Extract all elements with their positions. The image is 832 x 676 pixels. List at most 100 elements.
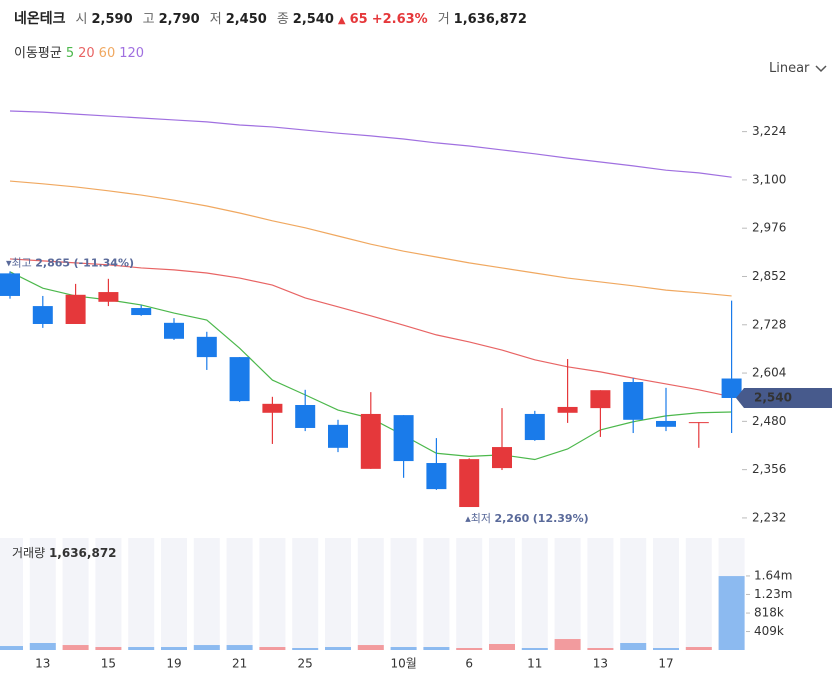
x-tick-label: 21: [232, 657, 247, 671]
y-tick-label: 2,356: [752, 462, 786, 476]
volume-title: 거래량 1,636,872: [12, 546, 117, 560]
label: 고: [142, 12, 155, 27]
candle-body: [623, 382, 644, 420]
y-tick-label: 2,604: [752, 366, 786, 380]
chevron: [815, 64, 827, 72]
candle-body: [164, 322, 184, 339]
volume-title-value: 1,636,872: [49, 546, 117, 560]
volume-column-bg: [128, 538, 155, 650]
price-tag: [736, 387, 832, 408]
volume-bar: [685, 647, 712, 650]
candle-body: [590, 390, 611, 409]
volume-column-bg: [193, 538, 220, 650]
candle-body: [426, 463, 447, 490]
label: 거: [437, 12, 450, 27]
up-arrow: ▲: [337, 15, 346, 26]
candle-body: [656, 420, 676, 427]
volume-column-bg: [325, 538, 351, 650]
change-percent: +2.63%: [371, 12, 428, 27]
candle-body: [262, 403, 283, 413]
ma-line: [9, 110, 732, 178]
volume-column-bg: [259, 538, 286, 650]
volume-bar: [193, 645, 220, 650]
volume-tick-label: 1.64m: [754, 568, 792, 582]
volume-tick-label: 1.23m: [754, 587, 792, 601]
ma-legend: 이동평균 5 20 60 120: [14, 42, 144, 61]
x-tick-label: 13: [35, 657, 50, 671]
volume-column-bg: [620, 538, 647, 650]
volume-column-bg: [29, 538, 56, 650]
volume-bar: [29, 643, 56, 650]
ma-line: [9, 258, 732, 398]
candle-body: [196, 336, 217, 358]
value: 1,636,872: [453, 12, 527, 27]
volume-column-bg: [0, 538, 23, 650]
volume-column-bg: [489, 538, 515, 650]
volume-column-bg: [62, 538, 89, 650]
volume-bar: [521, 648, 548, 650]
y-tick-label: 2,480: [752, 414, 786, 428]
volume-bar: [718, 576, 745, 650]
candle-body: [360, 413, 381, 469]
value: 2,540: [292, 12, 334, 27]
annotation-part: (12.39%): [533, 512, 589, 525]
ma-line: [9, 180, 732, 297]
legend-entry: 20: [78, 46, 95, 61]
volume-bar: [62, 645, 89, 650]
legend-entry: 120: [119, 46, 145, 61]
volume-bar: [259, 647, 286, 650]
volume-column-bg: [456, 538, 483, 650]
volume-column-bg: [685, 538, 712, 650]
volume-bar: [325, 647, 351, 650]
x-tick-label: 11: [527, 657, 542, 671]
y-tick-label: 2,852: [752, 269, 786, 283]
annotation-part: (-11.34%): [74, 256, 134, 269]
volume-column-bg: [161, 538, 187, 650]
volume-bar: [456, 648, 483, 650]
volume-column-bg: [423, 538, 450, 650]
x-tick-label: 17: [658, 657, 673, 671]
volume-tick-label: 818k: [754, 606, 784, 620]
volume-bar: [653, 648, 679, 650]
annotation-part: ▾: [6, 256, 12, 269]
candle-body: [492, 447, 512, 469]
x-tick-label: 15: [101, 657, 116, 671]
legend-entry: 60: [98, 46, 116, 61]
candle-body: [393, 415, 414, 462]
x-tick-label: 10월: [390, 657, 416, 671]
value: 2,790: [158, 12, 200, 27]
volume-column-bg: [653, 538, 679, 650]
annotation-part: 2,260: [494, 512, 529, 525]
candle-body: [328, 424, 348, 448]
volume-bar: [390, 647, 417, 650]
quote-header: 네온테크 시 2,590 고 2,790 저 2,450 종 2,540 ▲ 65 +2.…: [14, 8, 527, 28]
extreme-annotation: ▴최저 2,260 (12.39%): [465, 512, 588, 525]
volume-bar: [554, 639, 581, 650]
value: 2,590: [91, 12, 133, 27]
volume-column-bg: [95, 538, 122, 650]
annotation-part: 2,865: [35, 256, 70, 269]
volume-bar: [128, 647, 155, 650]
scale-dropdown[interactable]: Linear: [769, 61, 827, 76]
y-tick-label: 2,728: [752, 317, 786, 331]
y-tick-label: 3,224: [752, 124, 786, 138]
volume-column-bg: [357, 538, 384, 650]
stock-name: 네온테크: [14, 11, 66, 27]
scale-label: Linear: [769, 61, 810, 76]
x-tick-label: 25: [298, 657, 313, 671]
annotation-part: 최고: [12, 256, 32, 269]
volume-column-bg: [292, 538, 319, 650]
candle-body: [524, 413, 545, 441]
label: 종: [276, 12, 289, 27]
change: 65: [349, 12, 368, 27]
label: 시: [75, 12, 88, 27]
volume-bar: [587, 648, 614, 650]
y-tick-label: 2,976: [752, 221, 786, 235]
candle-body: [32, 306, 53, 324]
volume-column-bg: [554, 538, 581, 650]
candle-body: [229, 357, 250, 402]
candle-body: [295, 404, 316, 428]
volume-title-label: 거래량: [12, 546, 45, 560]
